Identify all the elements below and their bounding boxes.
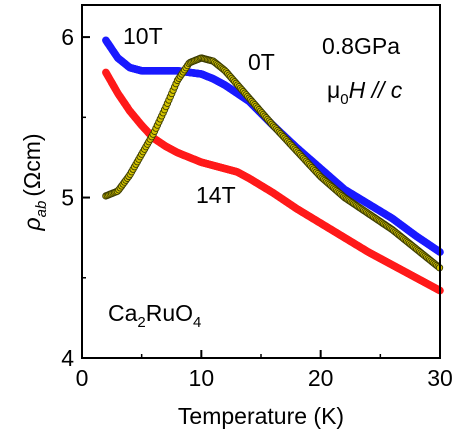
y-axis-symbol: ρ (19, 217, 45, 231)
field-H: H (349, 77, 366, 103)
y-tick-label-2: 6 (61, 24, 74, 50)
label-0T: 0T (248, 49, 275, 75)
series-0T (102, 54, 444, 272)
field-rest: // c (365, 77, 403, 103)
compound-sub2: 4 (193, 314, 201, 331)
y-tick-label-1: 5 (61, 185, 74, 211)
compound-ca: Ca (108, 300, 138, 326)
compound-ruo: RuO (146, 300, 193, 326)
y-axis-unit: (Ωcm) (19, 133, 45, 196)
x-tick-label-3: 30 (427, 365, 453, 391)
x-tick-label-2: 20 (308, 365, 334, 391)
x-tick-label-1: 10 (189, 365, 215, 391)
x-axis-title: Temperature (K) (178, 403, 344, 429)
pressure-annotation: 0.8GPa (322, 33, 400, 59)
label-14T: 14T (196, 182, 236, 208)
field-direction-annotation: μ0H // c (327, 77, 403, 108)
series-14T (102, 68, 444, 295)
series-layer (102, 36, 444, 295)
y-axis-subscript: ab (33, 201, 50, 218)
compound-sub1: 2 (137, 314, 145, 331)
y-tick-label-0: 4 (61, 345, 74, 371)
field-mu: μ (327, 77, 340, 103)
y-axis-title: ρab (Ωcm) (19, 133, 50, 231)
field-mu-sub: 0 (340, 91, 348, 108)
compound-annotation: Ca2RuO4 (108, 300, 201, 331)
label-10T: 10T (123, 23, 163, 49)
x-tick-label-0: 0 (76, 365, 89, 391)
